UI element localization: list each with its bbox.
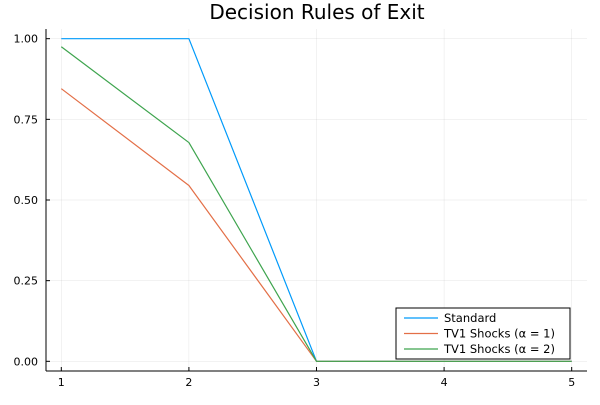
y-tick-label: 1.00 <box>14 33 39 46</box>
tick-labels: 1 2 3 4 5 0.00 0.25 0.50 0.75 1.00 <box>14 33 576 389</box>
x-tick-label: 2 <box>185 376 192 389</box>
y-tick-label: 0.50 <box>14 194 39 207</box>
series-line-3 <box>60 46 572 362</box>
legend-label: TV1 Shocks (α = 1) <box>443 327 555 341</box>
legend-label: TV1 Shocks (α = 2) <box>443 342 555 356</box>
legend-label: Standard <box>444 311 496 325</box>
x-tick-label: 1 <box>58 376 65 389</box>
y-tick-label: 0.75 <box>14 113 39 126</box>
series-lines <box>60 38 572 362</box>
chart-title: Decision Rules of Exit <box>209 0 424 24</box>
y-tick-label: 0.25 <box>14 275 39 288</box>
x-tick-label: 3 <box>313 376 320 389</box>
legend: Standard TV1 Shocks (α = 1)TV1 Shocks (α … <box>395 307 571 360</box>
y-tick-label: 0.00 <box>14 355 39 368</box>
x-tick-label: 5 <box>568 376 575 389</box>
axes <box>45 29 587 372</box>
x-tick-label: 4 <box>441 376 448 389</box>
